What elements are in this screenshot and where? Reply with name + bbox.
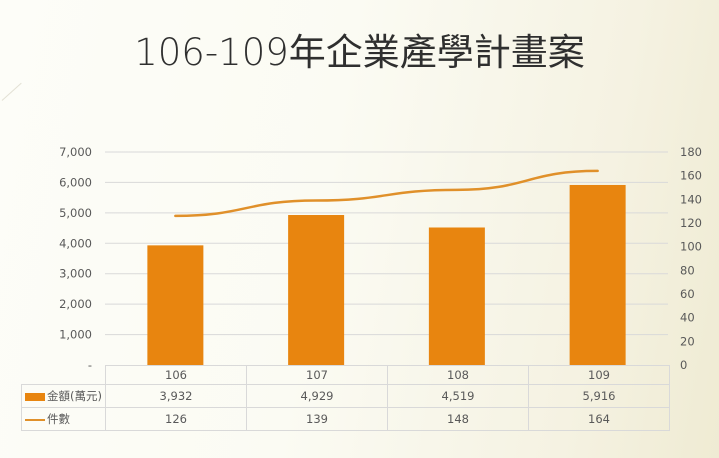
- data-table-header: 106 107 108 109: [21, 365, 670, 385]
- right-axis-tick: 40: [680, 311, 695, 325]
- bar-109: [569, 184, 626, 365]
- legend-label-amount: 金額(萬元): [47, 389, 102, 403]
- count-108: 148: [387, 407, 529, 431]
- line-series: [174, 169, 599, 218]
- amount-106: 3,932: [105, 384, 247, 408]
- count-line: [174, 169, 599, 218]
- bar-series: [147, 184, 626, 365]
- count-107: 139: [246, 407, 388, 431]
- category-106: 106: [105, 365, 247, 385]
- left-axis-tick: 1,000: [59, 328, 92, 342]
- right-axis-tick: 160: [680, 169, 702, 183]
- left-axis-tick: 7,000: [59, 145, 92, 159]
- bar-107: [288, 215, 345, 365]
- right-axis-tick: 80: [680, 263, 695, 277]
- amount-109: 5,916: [528, 384, 670, 408]
- amount-107: 4,929: [246, 384, 388, 408]
- table-row-amount: 金額(萬元) 3,932 4,929 4,519 5,916: [21, 384, 670, 408]
- right-axis: 0 20 40 60 80 100 120 140 160 180: [680, 145, 702, 372]
- bar-106: [147, 245, 204, 365]
- left-axis-tick: 3,000: [59, 267, 92, 281]
- right-axis-tick: 100: [680, 240, 702, 254]
- left-axis-tick: -: [88, 358, 92, 372]
- left-axis-tick: 2,000: [59, 297, 92, 311]
- amount-108: 4,519: [387, 384, 529, 408]
- right-axis-tick: 140: [680, 192, 702, 206]
- left-axis: - 1,000 2,000 3,000 4,000 5,000 6,000 7,000: [59, 145, 92, 372]
- category-109: 109: [528, 365, 670, 385]
- right-axis-tick: 60: [680, 287, 695, 301]
- count-109: 164: [528, 407, 670, 431]
- category-107: 107: [246, 365, 388, 385]
- right-axis-tick: 180: [680, 145, 702, 159]
- right-axis-tick: 120: [680, 216, 702, 230]
- bar-108: [428, 227, 485, 365]
- right-axis-tick: 0: [680, 358, 687, 372]
- count-106: 126: [105, 407, 247, 431]
- left-axis-tick: 5,000: [59, 206, 92, 220]
- chart-title: 106-109年企業產學計畫案: [134, 31, 585, 74]
- legend-line-icon: [25, 418, 45, 421]
- category-108: 108: [387, 365, 529, 385]
- legend-bar-icon: [25, 392, 45, 401]
- left-axis-tick: 6,000: [59, 175, 92, 189]
- table-row-count: 件數 126 139 148 164: [21, 407, 670, 431]
- left-axis-tick: 4,000: [59, 236, 92, 250]
- right-axis-tick: 20: [680, 334, 695, 348]
- data-table: 106 107 108 109 金額(萬元) 3,932 4,929 4,519…: [21, 365, 670, 431]
- legend-label-count: 件數: [47, 412, 70, 426]
